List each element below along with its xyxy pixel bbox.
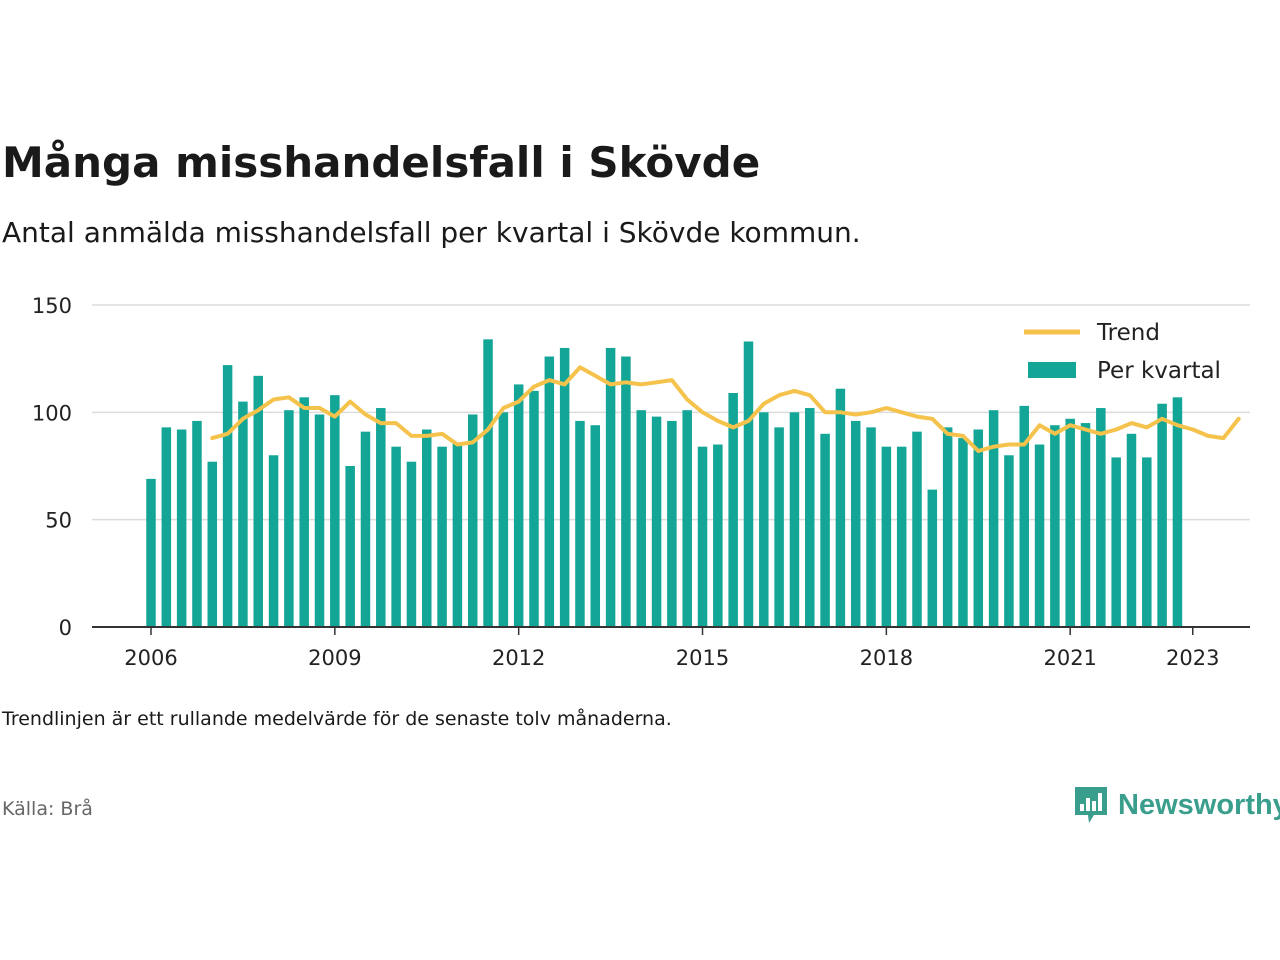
bar (314, 414, 325, 627)
bar (1034, 444, 1045, 627)
bar (146, 478, 156, 627)
bar (575, 420, 585, 627)
bar (422, 429, 432, 627)
bar (238, 401, 248, 627)
bar (376, 408, 386, 627)
bar (651, 416, 662, 627)
bar (176, 429, 187, 627)
newsworthy-brand[interactable]: Newsworthy (1072, 784, 1280, 826)
bar (896, 446, 907, 627)
x-tick-label: 2006 (124, 646, 177, 670)
bar (973, 429, 984, 627)
bar (942, 427, 953, 627)
bar (912, 431, 922, 627)
bar (1004, 455, 1014, 627)
bar (330, 395, 340, 627)
y-tick-label: 0 (59, 616, 72, 640)
bar (529, 390, 539, 627)
bar (544, 356, 555, 627)
bar (1157, 403, 1167, 627)
legend-swatch-bars (1028, 362, 1076, 378)
bar (1080, 423, 1091, 627)
bar (1111, 457, 1121, 627)
bar (1065, 418, 1075, 627)
bar (621, 356, 631, 627)
y-tick-label: 50 (45, 509, 72, 533)
bar (498, 412, 509, 627)
x-tick-label: 2012 (492, 646, 545, 670)
bar (161, 427, 172, 627)
bar (927, 489, 938, 627)
bar (253, 375, 263, 627)
bar (697, 446, 708, 627)
x-tick-label: 2023 (1166, 646, 1219, 670)
bar (805, 408, 815, 627)
legend-label-bars: Per kvartal (1097, 358, 1221, 384)
bar (345, 466, 355, 627)
brand-name: Newsworthy (1118, 788, 1280, 821)
bar (513, 384, 524, 627)
x-tick-label: 2018 (860, 646, 913, 670)
x-tick-label: 2021 (1043, 646, 1096, 670)
bar (207, 461, 218, 627)
bar (743, 341, 754, 627)
y-tick-label: 100 (32, 401, 72, 425)
bar (958, 438, 968, 627)
bar (789, 412, 800, 627)
bar (391, 446, 401, 627)
bar (590, 425, 601, 627)
chart: 0 50 100 150 2006 2009 2012 2015 2018 2021 2023 Tre… (32, 294, 1250, 670)
bar (820, 433, 830, 627)
bar (605, 347, 616, 627)
bar (192, 420, 202, 627)
trend-note: Trendlinjen är ett rullande medelvärde f… (2, 708, 672, 730)
chart-subtitle: Antal anmälda misshandelsfall per kvarta… (2, 216, 861, 249)
bar (483, 339, 493, 627)
bar (559, 347, 570, 627)
bar (988, 410, 999, 627)
x-tick-label: 2009 (308, 646, 361, 670)
bar (452, 442, 463, 627)
bar (222, 365, 233, 627)
bar (759, 412, 769, 627)
bar (299, 397, 309, 627)
source-label: Källa: Brå (2, 798, 93, 820)
bar (1050, 425, 1060, 627)
bar (636, 410, 646, 627)
bar (866, 427, 876, 627)
y-tick-label: 150 (32, 294, 72, 318)
bar (1096, 408, 1106, 627)
bar (268, 455, 279, 627)
x-tick-label: 2015 (676, 646, 729, 670)
bar (1142, 457, 1152, 627)
bar (667, 420, 677, 627)
bar (1126, 433, 1137, 627)
bar (467, 414, 478, 627)
bar (713, 444, 723, 627)
bar (774, 427, 784, 627)
bar (850, 420, 861, 627)
bar (881, 446, 892, 627)
newsworthy-logo-icon (1075, 787, 1107, 823)
bar (1019, 405, 1029, 627)
bar (284, 410, 294, 627)
bar (682, 410, 692, 627)
trend-line (210, 365, 1241, 453)
chart-title: Många misshandelsfall i Skövde (2, 138, 761, 187)
bar (437, 446, 447, 627)
bar (360, 431, 371, 627)
bar (835, 388, 846, 627)
legend-label-trend: Trend (1096, 320, 1160, 346)
bar (1172, 397, 1183, 627)
bar (406, 461, 417, 627)
bar (728, 393, 738, 627)
